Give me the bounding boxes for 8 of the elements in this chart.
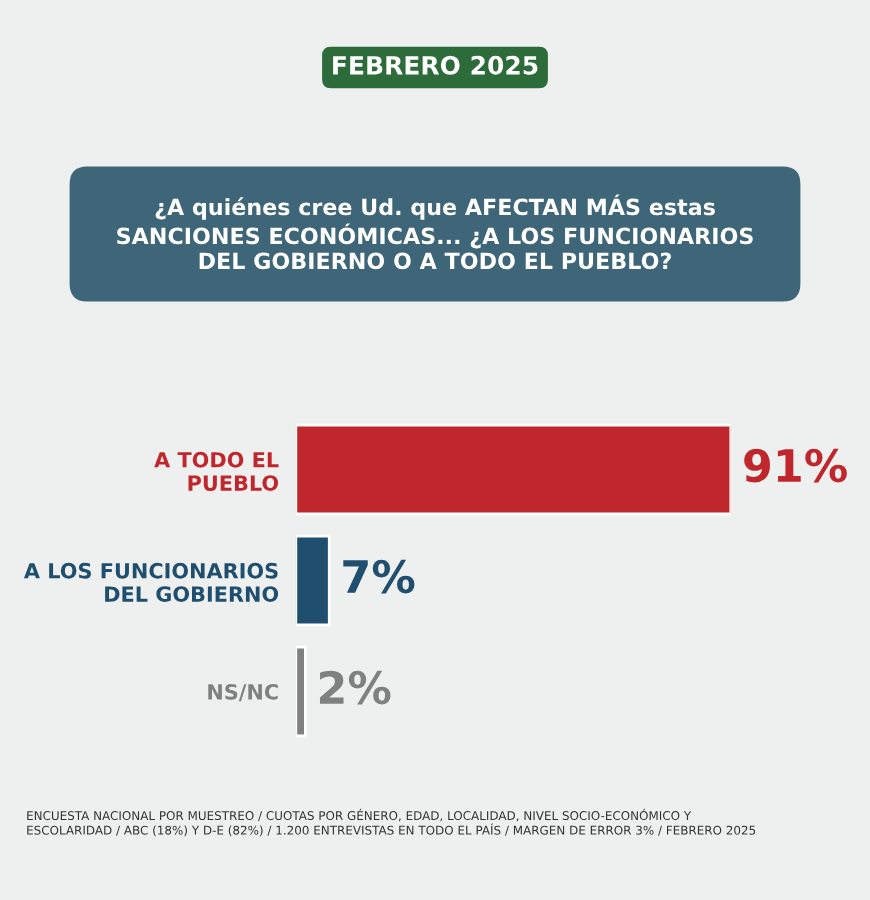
chart-subtitle: FEBRERO 2025 bbox=[333, 55, 538, 75]
data-label: 91% bbox=[744, 448, 847, 483]
y-tick-label: NS/NC bbox=[208, 683, 278, 702]
y-tick-label: A LOS FUNCIONARIOS DEL GOBIERNO bbox=[23, 562, 279, 602]
data-label: 7% bbox=[343, 559, 415, 594]
y-tick-label: A TODO EL PUEBLO bbox=[154, 451, 279, 491]
data-label: 2% bbox=[319, 670, 391, 705]
chart-title: ¿A quiénes cree Ud. que AFECTAN MÁS estas SANCIONES ECONÓMICAS... ¿A LOS FUNCIONARIOS DEL GOBIERNO O A TODO EL PUEBLO? bbox=[117, 194, 753, 270]
